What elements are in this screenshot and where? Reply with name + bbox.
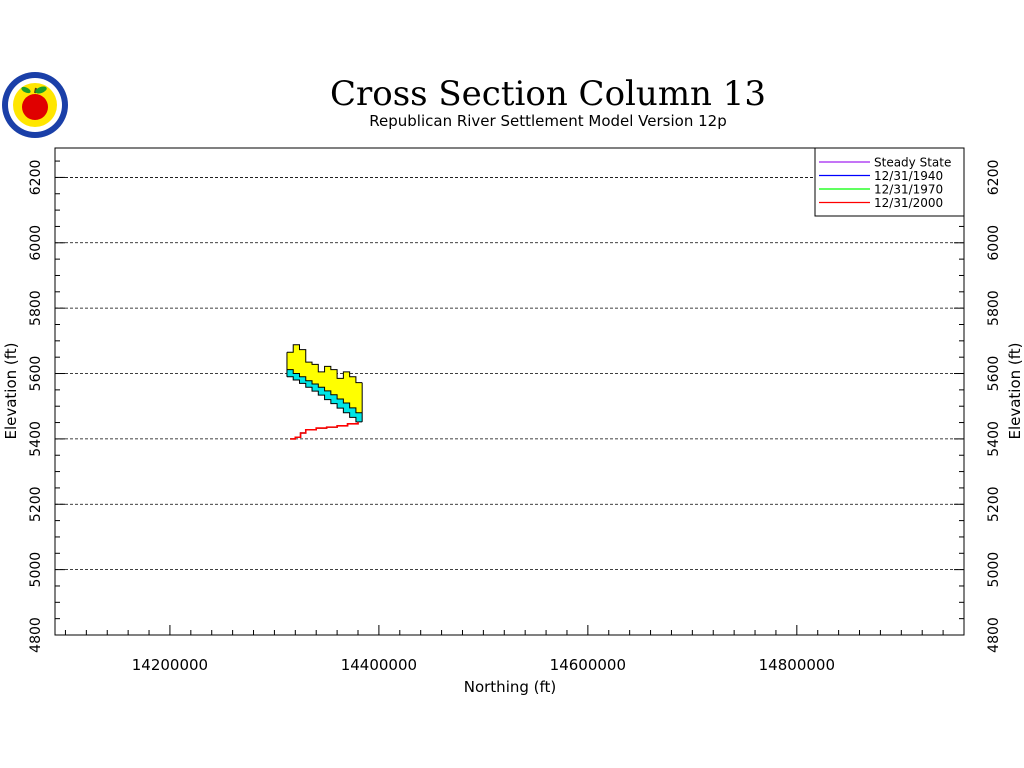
y-tick-label-left: 6200 <box>28 160 44 196</box>
y-tick-label-right: 5800 <box>986 290 1002 326</box>
seal-logo-icon <box>2 72 68 138</box>
series-lines <box>290 421 359 440</box>
legend-label: 12/31/1970 <box>874 183 943 197</box>
y-tick-label-right: 5000 <box>986 552 1002 588</box>
y-axis-label-right: Elevation (ft) <box>1006 342 1024 439</box>
layer-fills <box>286 344 363 423</box>
chart-subtitle: Republican River Settlement Model Versio… <box>369 112 726 130</box>
y-axis-label-left: Elevation (ft) <box>2 342 20 439</box>
plot-area <box>54 147 965 636</box>
grid-lines <box>55 177 964 636</box>
legend: Steady State12/31/194012/31/197012/31/20… <box>814 147 965 217</box>
y-tick-label-right: 4800 <box>986 617 1002 653</box>
legend-label: 12/31/1940 <box>874 169 943 183</box>
legend-box <box>814 147 965 217</box>
y-tick-label-right: 5200 <box>986 486 1002 522</box>
y-tick-label-left: 4800 <box>28 617 44 653</box>
x-tick-label: 14400000 <box>341 656 417 674</box>
y-tick-label-left: 5200 <box>28 486 44 522</box>
y-tick-label-left: 6000 <box>28 225 44 261</box>
middle-surface-line <box>286 369 363 414</box>
y-tick-label-left: 5400 <box>28 421 44 457</box>
y-tick-label-left: 5800 <box>28 290 44 326</box>
legend-label: Steady State <box>874 156 951 170</box>
middle-bottom-line <box>286 376 363 423</box>
series-line-3 <box>290 421 359 440</box>
legend-label: 12/31/2000 <box>874 196 943 210</box>
x-tick-label: 14200000 <box>132 656 208 674</box>
y-tick-label-right: 6200 <box>986 160 1002 196</box>
x-tick-label: 14800000 <box>759 656 835 674</box>
chart-title: Cross Section Column 13 <box>330 74 766 114</box>
y-tick-label-right: 6000 <box>986 225 1002 261</box>
y-tick-label-right: 5400 <box>986 421 1002 457</box>
top-surface-line <box>286 344 363 384</box>
y-tick-label-right: 5600 <box>986 356 1002 392</box>
x-axis-label: Northing (ft) <box>464 678 557 696</box>
axis-tick-labels: 4800 4800 5000 5000 5200 5200 5400 5400 5600 5600… <box>28 160 1002 674</box>
x-tick-label: 14600000 <box>550 656 626 674</box>
axis-ticks <box>55 160 965 636</box>
y-tick-label-left: 5600 <box>28 356 44 392</box>
y-tick-label-left: 5000 <box>28 552 44 588</box>
